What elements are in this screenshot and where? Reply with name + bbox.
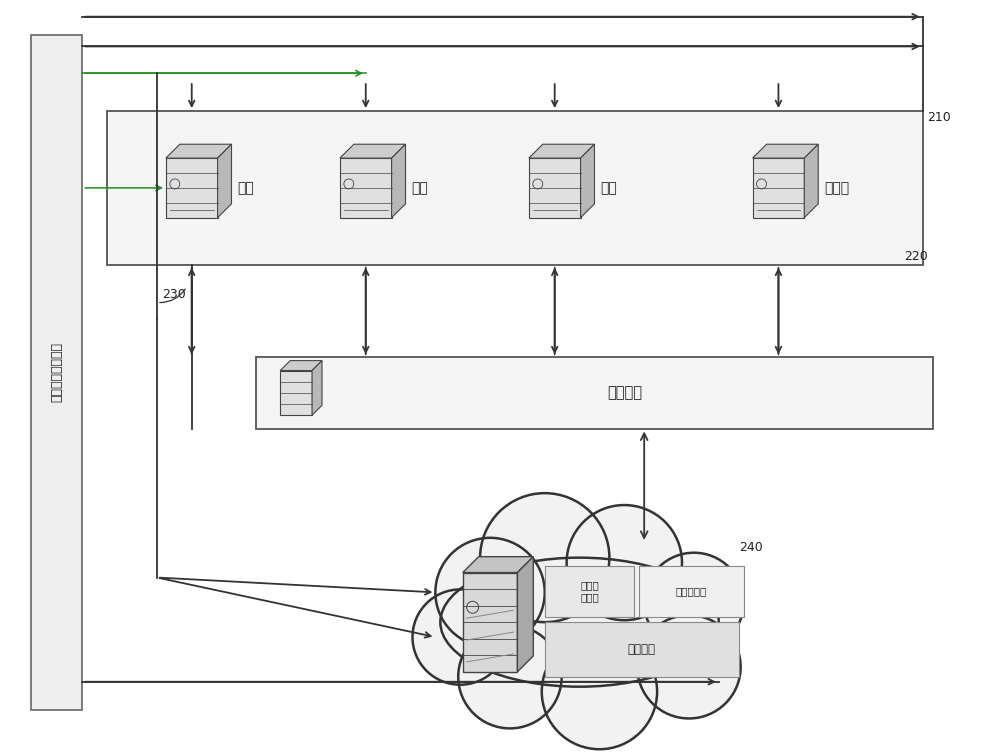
Polygon shape <box>517 556 533 672</box>
Polygon shape <box>529 144 594 158</box>
Text: 220: 220 <box>904 250 928 263</box>
FancyBboxPatch shape <box>340 158 392 218</box>
Circle shape <box>458 625 562 728</box>
Polygon shape <box>280 360 322 370</box>
FancyBboxPatch shape <box>280 370 312 415</box>
Text: 230: 230 <box>162 288 186 301</box>
Text: 电销: 电销 <box>237 181 254 195</box>
FancyBboxPatch shape <box>166 158 218 218</box>
Text: 210: 210 <box>928 111 951 124</box>
FancyBboxPatch shape <box>529 158 581 218</box>
Polygon shape <box>392 144 406 218</box>
Text: 网站: 网站 <box>411 181 428 195</box>
Text: 电投: 电投 <box>600 181 617 195</box>
Circle shape <box>637 615 741 719</box>
FancyBboxPatch shape <box>463 572 517 672</box>
FancyBboxPatch shape <box>545 622 739 677</box>
FancyBboxPatch shape <box>753 158 804 218</box>
Text: 投保单录入: 投保单录入 <box>676 587 707 596</box>
FancyBboxPatch shape <box>256 357 933 428</box>
Polygon shape <box>581 144 594 218</box>
Circle shape <box>567 505 682 621</box>
Circle shape <box>542 634 657 749</box>
Text: 核心系统: 核心系统 <box>628 643 656 656</box>
FancyBboxPatch shape <box>639 566 744 618</box>
Circle shape <box>644 553 744 652</box>
Circle shape <box>412 590 508 685</box>
Text: 前端系统: 前端系统 <box>607 385 642 400</box>
Polygon shape <box>166 144 232 158</box>
Ellipse shape <box>440 558 719 687</box>
Polygon shape <box>312 360 322 415</box>
Polygon shape <box>218 144 232 218</box>
FancyBboxPatch shape <box>31 35 82 710</box>
FancyBboxPatch shape <box>545 566 634 618</box>
Polygon shape <box>753 144 818 158</box>
Text: 銀保通: 銀保通 <box>824 181 849 195</box>
Polygon shape <box>804 144 818 218</box>
Text: 保费试算通用服务: 保费试算通用服务 <box>50 342 63 402</box>
FancyBboxPatch shape <box>107 111 923 265</box>
Text: 保费试
算接口: 保费试 算接口 <box>580 581 599 602</box>
Polygon shape <box>340 144 406 158</box>
Polygon shape <box>463 556 533 572</box>
Text: 240: 240 <box>739 541 762 554</box>
Circle shape <box>480 493 609 622</box>
Circle shape <box>435 538 545 647</box>
